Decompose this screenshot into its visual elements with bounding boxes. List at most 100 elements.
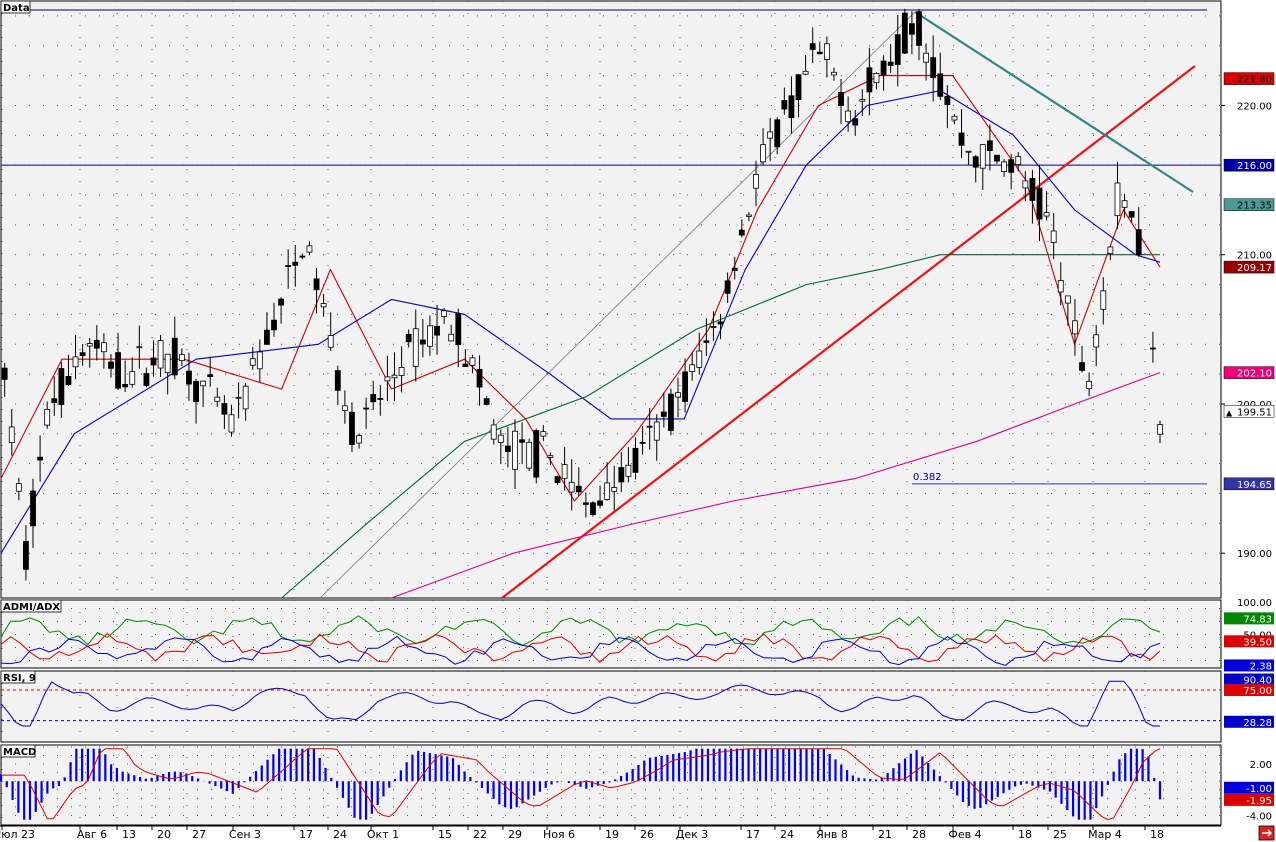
price-caption: Data (3, 3, 30, 14)
candle-body (795, 74, 802, 101)
candle-body (23, 541, 29, 570)
candle-body (79, 352, 86, 356)
candle-body (15, 483, 22, 492)
candle-body (717, 321, 724, 325)
candle-body (1064, 295, 1071, 304)
candle-body (334, 370, 341, 391)
candle-body (703, 340, 710, 343)
candle-body (625, 464, 632, 477)
candle-body (1022, 180, 1029, 189)
moving-average-line (281, 254, 1160, 599)
candle-body (1015, 156, 1022, 166)
candle-body (129, 371, 136, 385)
candle-body (597, 500, 603, 506)
candle-body (809, 43, 816, 50)
candle-body (1008, 159, 1015, 173)
candle-body (1100, 290, 1107, 310)
arrow-right-icon (1262, 829, 1272, 837)
price-tag (1223, 198, 1275, 211)
macd-caption-box (0, 744, 36, 758)
price-tag (1223, 477, 1275, 491)
adx-line (0, 635, 1161, 666)
downtrend-line (914, 11, 1194, 193)
macd-tag (1224, 793, 1274, 806)
date-label: Авг 6 (77, 828, 107, 841)
candle-body (788, 95, 795, 119)
date-label: 17 (746, 828, 760, 841)
candle-body (979, 144, 986, 169)
candle-body (568, 481, 575, 493)
candle-body (540, 431, 547, 437)
date-label: 15 (438, 828, 452, 841)
price-tag-label: 213.35 (1237, 201, 1272, 212)
candle-body (1093, 334, 1100, 348)
candle-body (200, 380, 207, 387)
candle-body (271, 319, 277, 331)
candle-body (441, 310, 448, 317)
candle-body (427, 325, 433, 347)
date-label: 27 (192, 828, 206, 841)
candle-body (526, 441, 533, 469)
candle-body (51, 398, 58, 403)
candle-body (760, 144, 766, 163)
candle-body (186, 370, 192, 385)
candle-body (384, 376, 391, 382)
price-tag-label: 216.00 (1237, 161, 1272, 172)
candle-body (937, 73, 944, 97)
candle-body (285, 265, 292, 267)
candle-body (72, 356, 79, 368)
adx-tag-label: 2.38 (1250, 661, 1272, 672)
adx-plus-di-line (0, 615, 1161, 646)
candle-body (880, 60, 887, 76)
candle-body (93, 339, 100, 349)
candle-body (1050, 230, 1057, 243)
rsi-caption-box (0, 670, 36, 684)
macd-tag-label: -1.95 (1246, 796, 1272, 807)
rsi-caption: RSI, 9 (3, 673, 36, 684)
candle-body (256, 351, 263, 370)
candle-body (476, 368, 483, 388)
adx-tag (1224, 635, 1274, 648)
date-label: Мар 4 (1088, 828, 1122, 841)
candle-body (958, 132, 965, 146)
candle-body (115, 352, 121, 389)
candle-body (554, 476, 561, 483)
candle-body (859, 99, 866, 102)
candle-body (873, 73, 880, 84)
candle-body (710, 326, 717, 328)
candle-body (753, 174, 759, 189)
adx-tag (1224, 659, 1274, 672)
date-label: 28 (912, 828, 926, 841)
adx-tag-label: 74.83 (1243, 614, 1272, 625)
price-axis-label: 210.00 (1237, 251, 1272, 262)
candle-body (944, 95, 951, 106)
candle-body (434, 325, 440, 336)
candle-body (249, 358, 256, 366)
candle-body (320, 303, 327, 308)
rsi-tag (1224, 673, 1274, 686)
candle-body (497, 434, 504, 443)
candle-body (391, 374, 398, 379)
candle-body (370, 394, 377, 403)
candle-body (65, 375, 72, 386)
candle-body (419, 339, 426, 345)
price-panel (0, 0, 1222, 599)
date-label: Сен 3 (229, 828, 261, 841)
price-tag-label: 209.17 (1237, 263, 1272, 274)
adx-tag-label: 39.50 (1243, 637, 1272, 648)
candle-body (682, 371, 689, 402)
date-label: Ноя 6 (543, 828, 575, 841)
candle-body (299, 255, 306, 258)
candle-body (1, 367, 8, 380)
candle-body (157, 340, 164, 369)
date-label: 25 (1053, 828, 1067, 841)
price-tag-label: 194.65 (1237, 480, 1272, 491)
candle-body (916, 11, 922, 46)
adx-caption-box (0, 599, 62, 613)
candle-body (972, 156, 979, 168)
date-label: Дек 3 (676, 828, 709, 841)
candle-body (483, 398, 490, 405)
candle-body (745, 214, 752, 217)
candle-body (675, 392, 681, 398)
price-tag (1223, 405, 1275, 418)
